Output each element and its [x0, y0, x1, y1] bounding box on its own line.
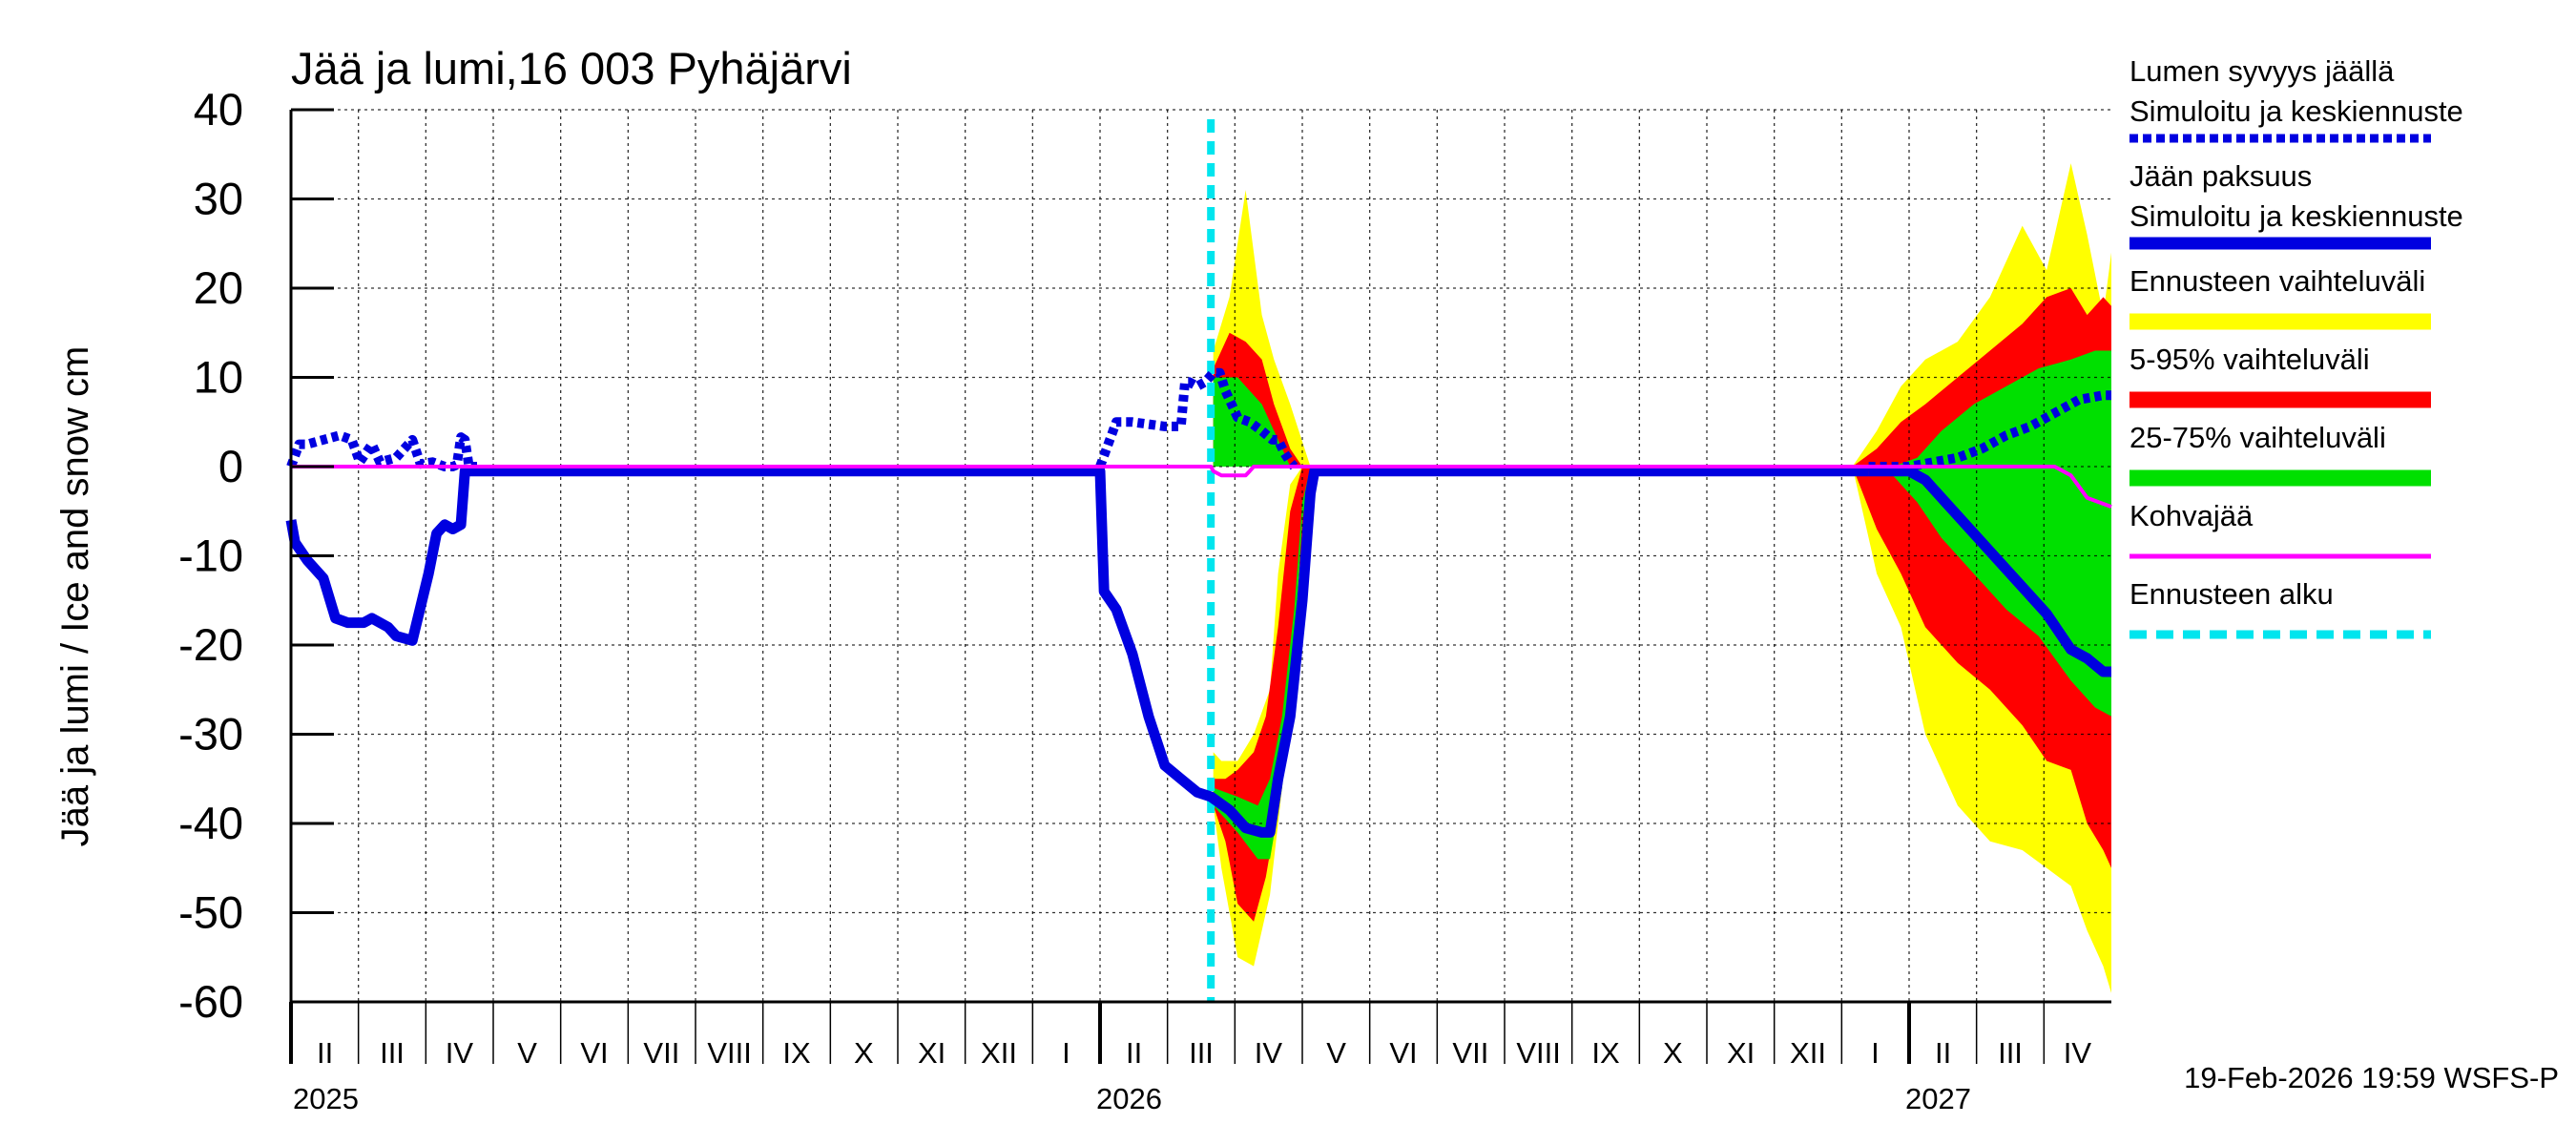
y-axis-label: Jää ja lumi / Ice and snow cm [54, 346, 96, 847]
legend-label-4: 25-75% vaihteluväli [2129, 421, 2386, 454]
y-tick-label-2: 20 [194, 262, 243, 313]
x-month-label-15: V [1326, 1036, 1346, 1070]
series-line-0 [286, 430, 477, 471]
x-month-label-8: X [854, 1036, 874, 1070]
x-year-label-1: 2026 [1096, 1082, 1162, 1115]
y-tick-label-6: -20 [178, 619, 243, 670]
x-month-label-26: IV [2064, 1036, 2092, 1070]
legend-label-5: Kohvajää [2129, 499, 2254, 532]
legend-sublabel-1: Simuloitu ja keskiennuste [2129, 199, 2463, 233]
x-month-label-13: III [1189, 1036, 1214, 1070]
x-month-label-23: I [1871, 1036, 1880, 1070]
x-month-label-10: XII [981, 1036, 1017, 1070]
x-month-label-25: III [1998, 1036, 2023, 1070]
legend-label-3: 5-95% vaihteluväli [2129, 343, 2370, 376]
x-year-label-2: 2027 [1905, 1082, 1971, 1115]
legend: Lumen syvyys jäällä Simuloitu ja keskienn… [2129, 54, 2463, 639]
chart-title: Jää ja lumi,16 003 Pyhäjärvi [291, 43, 852, 94]
legend-label-2: Ennusteen vaihteluväli [2129, 264, 2425, 298]
x-month-label-16: VI [1389, 1036, 1417, 1070]
x-month-label-11: I [1062, 1036, 1070, 1070]
legend-label-0: Lumen syvyys jäällä [2129, 54, 2395, 88]
x-month-label-5: VII [643, 1036, 679, 1070]
x-month-label-20: X [1663, 1036, 1683, 1070]
legend-label-1: Jään paksuus [2129, 159, 2312, 193]
grid [291, 109, 2111, 1002]
y-tick-label-10: -60 [178, 976, 243, 1027]
x-month-label-0: II [317, 1036, 333, 1070]
legend-label-6: Ennusteen alku [2129, 577, 2334, 611]
series-line-5 [1868, 466, 2111, 677]
y-tick-label-1: 30 [194, 174, 243, 224]
x-month-label-21: XI [1727, 1036, 1755, 1070]
series-line-4 [1868, 390, 2111, 471]
y-tick-label-9: -50 [178, 887, 243, 938]
legend-sublabel-0: Simuloitu ja keskiennuste [2129, 94, 2463, 128]
x-month-label-9: XI [918, 1036, 945, 1070]
x-month-label-12: II [1126, 1036, 1142, 1070]
x-month-label-7: IX [782, 1036, 811, 1070]
x-month-label-22: XII [1790, 1036, 1826, 1070]
x-month-label-2: IV [446, 1036, 474, 1070]
x-month-label-19: IX [1591, 1036, 1620, 1070]
data-lines [285, 119, 2112, 1002]
x-month-label-4: VI [580, 1036, 608, 1070]
y-tick-label-8: -40 [178, 798, 243, 848]
x-month-label-1: III [380, 1036, 405, 1070]
x-month-label-18: VIII [1516, 1036, 1561, 1070]
series-line-1 [1095, 367, 1298, 470]
y-tick-label-7: -30 [178, 709, 243, 760]
x-month-label-14: IV [1255, 1036, 1283, 1070]
forecast-bands [1213, 163, 2111, 993]
footer-timestamp: 19-Feb-2026 19:59 WSFS-P [2184, 1061, 2559, 1094]
x-month-label-3: V [517, 1036, 537, 1070]
x-month-label-17: VII [1452, 1036, 1488, 1070]
y-tick-label-5: -10 [178, 531, 243, 581]
series-line-3 [1084, 466, 1869, 838]
x-month-label-24: II [1935, 1036, 1951, 1070]
x-month-label-6: VIII [707, 1036, 752, 1070]
y-tick-label-0: 40 [194, 84, 243, 135]
series-line-2 [285, 466, 1084, 646]
y-tick-label-3: 10 [194, 352, 243, 403]
x-year-label-0: 2025 [293, 1082, 359, 1115]
series-line-6 [291, 465, 2112, 509]
y-tick-label-4: 0 [218, 441, 243, 491]
